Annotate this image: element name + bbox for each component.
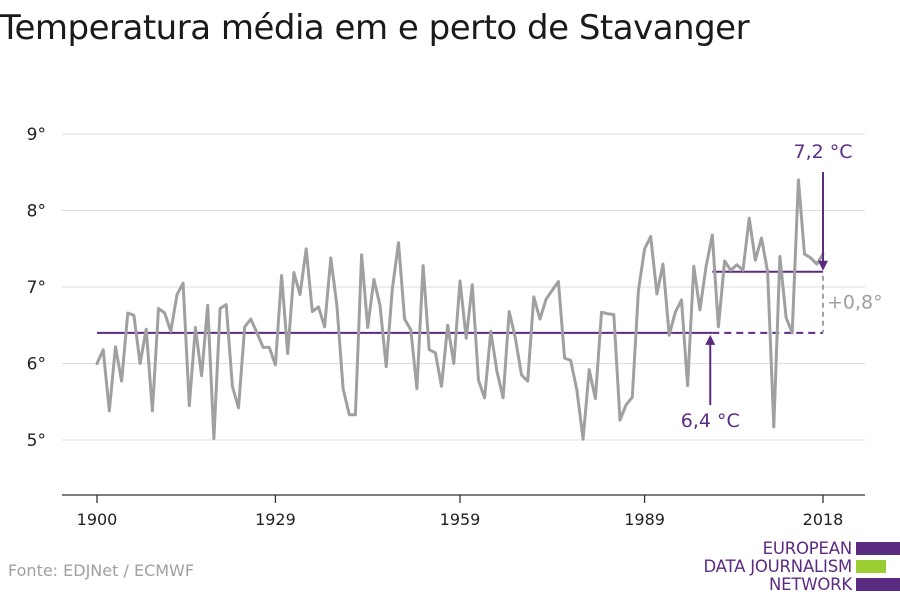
- difference-label: +0,8°: [827, 291, 883, 313]
- logo-bar-green: [856, 560, 886, 573]
- recent-mean-label: 7,2 °C: [793, 141, 852, 163]
- recent-mean-arrow-head: [818, 260, 828, 271]
- x-tick-label: 1929: [255, 510, 296, 529]
- temperature-series-line: [95, 178, 825, 441]
- logo-line-3: NETWORK: [768, 575, 852, 594]
- y-tick-label: 7°: [27, 278, 46, 298]
- x-tick-label: 1989: [624, 510, 665, 529]
- logo-bar-purple-1: [856, 542, 900, 555]
- y-axis-tick-labels: 5° 6° 7° 8° 9°: [27, 125, 46, 451]
- chart-title: Temperatura média em e perto de Stavange…: [0, 8, 750, 48]
- edjnet-logo: EUROPEAN DATA JOURNALISM NETWORK: [703, 540, 900, 594]
- logo-line-2: DATA JOURNALISM: [703, 557, 852, 576]
- baseline-mean-label: 6,4 °C: [681, 410, 740, 432]
- y-tick-label: 6°: [27, 355, 46, 375]
- logo-line-1: EUROPEAN: [762, 539, 853, 558]
- y-tick-label: 5°: [27, 431, 46, 451]
- y-tick-label: 8°: [27, 202, 46, 222]
- x-axis-ticks: 1900 1929 1959 1989 2018: [77, 495, 844, 529]
- y-tick-label: 9°: [27, 125, 46, 145]
- annotations: +0,8° 7,2 °C 6,4 °C: [681, 141, 883, 432]
- baseline-mean-arrow-head: [705, 334, 716, 345]
- logo-text: EUROPEAN DATA JOURNALISM NETWORK: [703, 540, 852, 594]
- x-tick-label: 2018: [803, 510, 844, 529]
- source-note: Fonte: EDJNet / ECMWF: [8, 561, 195, 580]
- logo-bar-purple-2: [856, 578, 900, 591]
- grid-lines: [62, 133, 865, 441]
- x-tick-label: 1959: [440, 510, 481, 529]
- x-tick-label: 1900: [77, 510, 118, 529]
